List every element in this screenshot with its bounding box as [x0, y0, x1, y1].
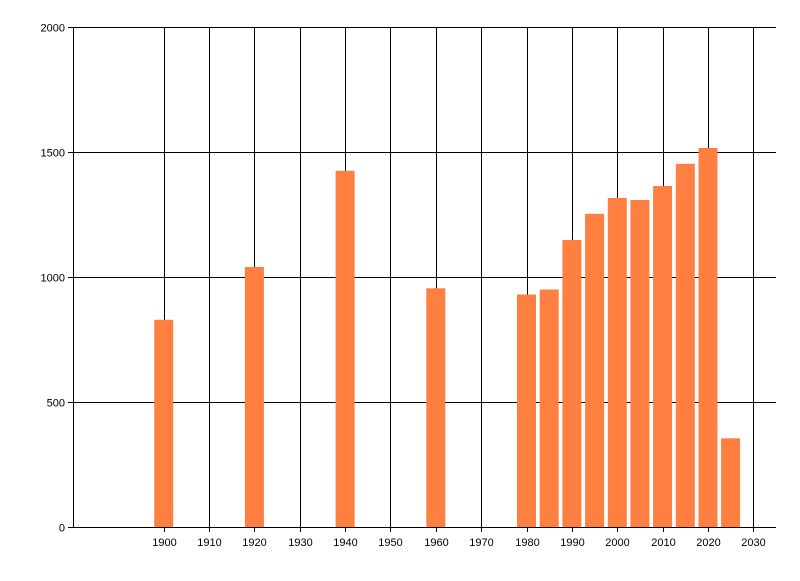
x-tick-label: 1990 [560, 537, 584, 549]
bar-1900 [154, 319, 174, 528]
y-tick-label: 2000 [41, 23, 65, 35]
x-tick-label: 2000 [605, 537, 629, 549]
bar-1960 [426, 288, 446, 528]
x-tick-label: 2010 [651, 537, 675, 549]
y-tick-label: 500 [47, 398, 65, 410]
y-tick-label: 0 [59, 523, 65, 535]
x-tick-label: 1980 [515, 537, 539, 549]
x-tick-label: 1950 [378, 537, 402, 549]
x-tick-label: 1960 [424, 537, 448, 549]
x-tick-label: 1900 [152, 537, 176, 549]
bar-2010 [653, 186, 673, 527]
tick-labels: 0 500 1000 1500 2000 1900 1910 1920 1930 1940 1950… [41, 23, 766, 550]
y-tick-label: 1000 [41, 273, 65, 285]
x-tick-label: 1970 [469, 537, 493, 549]
y-tick-label: 1500 [41, 148, 65, 160]
bar-1985 [539, 289, 559, 527]
bar-1990 [562, 240, 582, 527]
x-tick-label: 1940 [333, 537, 357, 549]
x-tick-label: 1920 [242, 537, 266, 549]
bar-2015 [675, 163, 695, 528]
x-tick-label: 1910 [197, 537, 221, 549]
bar-2000 [607, 198, 627, 527]
x-tick-label: 2020 [696, 537, 720, 549]
bars [154, 148, 741, 528]
x-tick-label: 2030 [741, 537, 765, 549]
axes [73, 27, 776, 528]
bar-1980 [517, 294, 536, 527]
bar-1995 [585, 213, 605, 528]
bar-2025 [721, 438, 741, 528]
bar-1920 [244, 267, 264, 527]
bar-2005 [630, 200, 650, 527]
bar-1940 [335, 170, 355, 528]
bar-2020 [698, 148, 718, 527]
x-tick-label: 1930 [288, 537, 312, 549]
